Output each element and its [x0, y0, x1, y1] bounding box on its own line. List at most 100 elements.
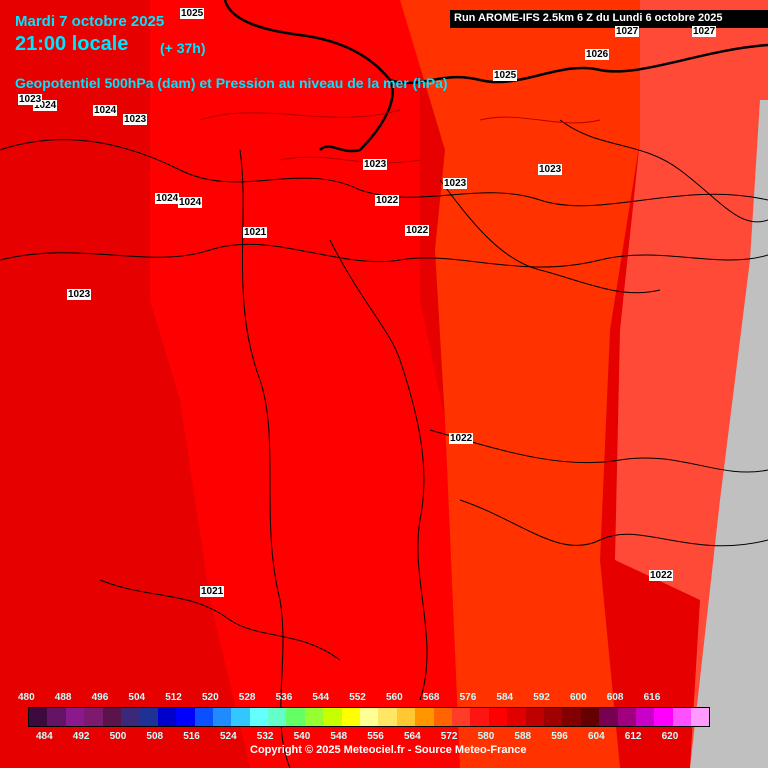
legend-tick-top: 536 — [275, 692, 293, 703]
pressure-label: 1023 — [18, 94, 43, 105]
legend-tick-bottom: 572 — [440, 731, 458, 742]
color-legend-bar — [28, 707, 711, 727]
legend-tick-bottom: 620 — [661, 731, 679, 742]
legend-swatch — [139, 708, 158, 726]
pressure-label: 1027 — [692, 26, 717, 37]
legend-swatch — [120, 708, 140, 726]
legend-swatch — [47, 708, 66, 726]
pressure-label: 1024 — [33, 100, 58, 111]
legend-swatch — [599, 708, 618, 726]
legend-tick-top: 608 — [606, 692, 624, 703]
field-description: Geopotentiel 500hPa (dam) et Pression au… — [15, 75, 448, 91]
pressure-label: 1023 — [67, 289, 92, 300]
legend-swatch — [212, 708, 232, 726]
forecast-time: 21:00 locale — [15, 33, 129, 55]
legend-tick-bottom: 516 — [183, 731, 200, 742]
legend-swatch — [525, 708, 544, 726]
legend-tick-bottom: 548 — [330, 731, 348, 742]
legend-swatch — [194, 708, 213, 726]
pressure-label: 1025 — [180, 8, 205, 19]
legend-tick-bottom: 508 — [146, 731, 164, 742]
pressure-label: 1023 — [538, 164, 563, 175]
pressure-label: 1027 — [615, 26, 640, 37]
legend-tick-top: 568 — [422, 692, 440, 703]
legend-swatch — [580, 708, 600, 726]
legend-tick-bottom: 524 — [220, 731, 237, 742]
legend-swatch — [323, 708, 342, 726]
copyright: Copyright © 2025 Meteociel.fr - Source M… — [250, 744, 527, 756]
run-info-box — [450, 10, 768, 28]
pressure-label: 1024 — [155, 193, 180, 204]
legend-tick-bottom: 588 — [514, 731, 532, 742]
legend-swatch — [231, 708, 250, 726]
legend-swatch — [415, 708, 434, 726]
legend-tick-bottom: 532 — [256, 731, 274, 742]
legend-swatch — [102, 708, 121, 726]
legend-swatch — [286, 708, 305, 726]
legend-tick-bottom: 556 — [367, 731, 384, 742]
legend-tick-bottom: 540 — [293, 731, 311, 742]
legend-tick-top: 584 — [496, 692, 514, 703]
forecast-lead: (+ 37h) — [160, 40, 206, 56]
legend-swatch — [378, 708, 397, 726]
legend-tick-top: 616 — [643, 692, 661, 703]
legend-tick-top: 496 — [91, 692, 109, 703]
pressure-label: 1024 — [178, 197, 203, 208]
legend-tick-top: 560 — [386, 692, 403, 703]
legend-tick-top: 488 — [54, 692, 72, 703]
legend-swatch — [507, 708, 526, 726]
legend-tick-top: 480 — [18, 692, 35, 703]
legend-tick-bottom: 500 — [109, 731, 127, 742]
legend-swatch — [433, 708, 452, 726]
legend-swatch — [672, 708, 692, 726]
legend-swatch — [654, 708, 673, 726]
country-border — [223, 0, 768, 153]
legend-tick-bottom: 612 — [624, 731, 642, 742]
legend-tick-bottom: 564 — [404, 731, 421, 742]
legend-tick-top: 512 — [165, 692, 182, 703]
legend-swatch — [360, 708, 379, 726]
pressure-label: 1023 — [123, 114, 148, 125]
legend-tick-bottom: 580 — [477, 731, 495, 742]
pressure-label: 1026 — [585, 49, 610, 60]
legend-swatch — [268, 708, 287, 726]
legend-tick-bottom: 492 — [72, 731, 90, 742]
legend-swatch — [691, 708, 710, 726]
legend-tick-top: 504 — [128, 692, 146, 703]
legend-swatch — [451, 708, 471, 726]
legend-tick-top: 576 — [459, 692, 477, 703]
legend-swatch — [65, 708, 85, 726]
legend-tick-top: 592 — [533, 692, 550, 703]
pressure-label: 1022 — [449, 433, 474, 444]
no-data-area — [690, 100, 768, 768]
legend-swatch — [562, 708, 581, 726]
pressure-label: 1022 — [375, 195, 400, 206]
legend-swatch — [470, 708, 489, 726]
pressure-label: 1022 — [405, 225, 430, 236]
pressure-label: 1023 — [363, 159, 388, 170]
legend-swatch — [635, 708, 655, 726]
legend-swatch — [176, 708, 195, 726]
legend-swatch — [488, 708, 508, 726]
pressure-label: 1023 — [443, 178, 468, 189]
legend-swatch — [543, 708, 563, 726]
pressure-label: 1025 — [493, 70, 518, 81]
forecast-date: Mardi 7 octobre 2025 — [15, 13, 165, 30]
legend-swatch — [157, 708, 177, 726]
legend-swatch — [617, 708, 636, 726]
isobar-lines — [0, 119, 768, 768]
legend-tick-top: 544 — [312, 692, 330, 703]
run-info: Run AROME-IFS 2.5km 6 Z du Lundi 6 octob… — [454, 12, 723, 24]
legend-swatch — [304, 708, 324, 726]
band-east — [400, 0, 650, 768]
legend-tick-top: 600 — [570, 692, 587, 703]
pressure-label: 1024 — [93, 105, 118, 116]
pressure-label: 1021 — [243, 227, 268, 238]
legend-tick-top: 552 — [349, 692, 366, 703]
legend-swatch — [249, 708, 269, 726]
legend-swatch — [341, 708, 361, 726]
legend-tick-top: 528 — [238, 692, 256, 703]
pressure-label: 1022 — [649, 570, 674, 581]
legend-tick-bottom: 604 — [588, 731, 605, 742]
